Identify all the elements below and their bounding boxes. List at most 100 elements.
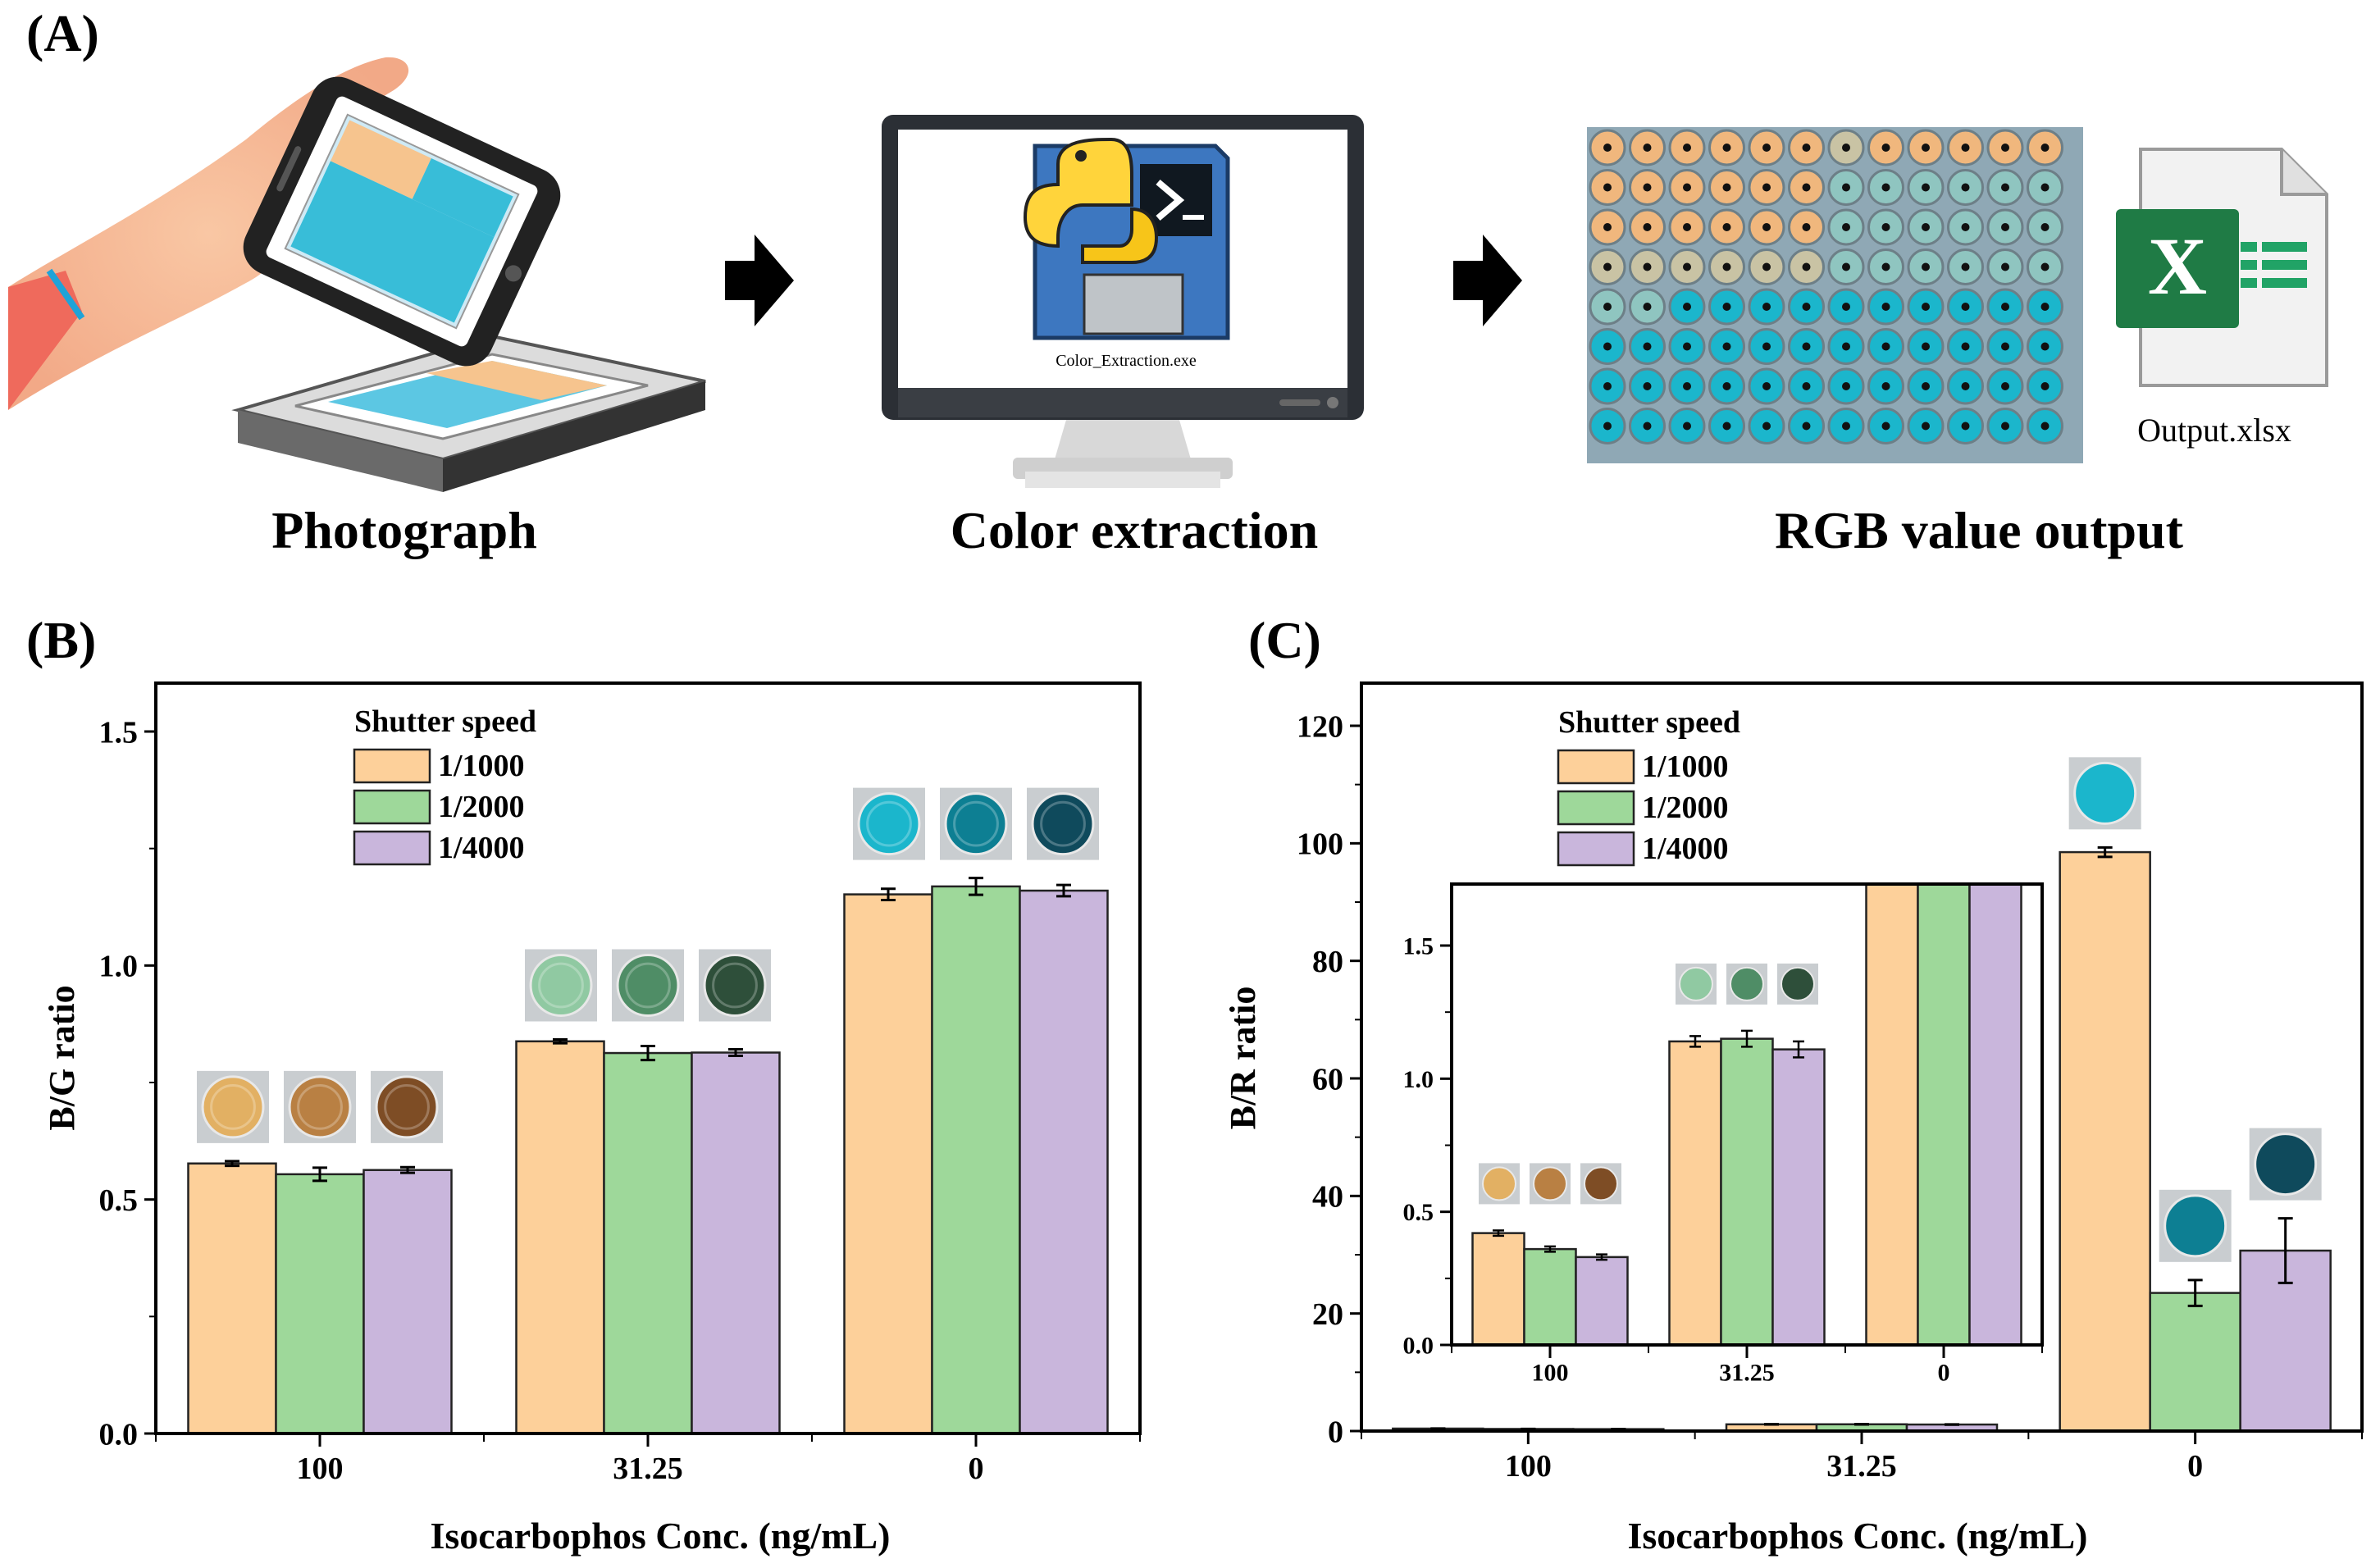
- chart-b-well-ring: [953, 800, 999, 847]
- plate-well-center: [1643, 303, 1652, 311]
- chart-b-well-color: [857, 792, 921, 856]
- chart-b-xtick-label: 100: [297, 1452, 344, 1486]
- chart-b-well-ring: [866, 800, 912, 847]
- panel-a: (A): [8, 4, 2328, 559]
- chart-c-legend-swatch: [1557, 831, 1635, 867]
- chart-c-legend-swatch: [1557, 790, 1635, 826]
- plate-well-center: [2040, 422, 2050, 431]
- chart-c-well-color: [2164, 1194, 2227, 1258]
- plate-well-center: [1881, 183, 1890, 192]
- chart-c-inset-bar: [1668, 1040, 1722, 1347]
- plate-well-center: [1643, 223, 1652, 231]
- plate-well-center: [1881, 223, 1890, 231]
- excel-file-icon: X Output.xlsx: [2116, 148, 2328, 449]
- plate-well-center: [1802, 422, 1811, 431]
- chart-c-legend-title: Shutter speed: [1558, 705, 1740, 740]
- plate-well-center: [1842, 183, 1850, 192]
- chart-c-inset-bar: [1917, 882, 1971, 1347]
- chart-c-well-color: [2254, 1133, 2318, 1197]
- chart-c-inset-ytick-label: 0.0: [1403, 1333, 1434, 1360]
- plate-well-center: [1722, 262, 1731, 271]
- plate-well-center: [2040, 183, 2050, 192]
- plate-well-center: [1842, 262, 1850, 271]
- chart-b-bar: [515, 1040, 605, 1435]
- chart-c-inset-well-color: [1482, 1166, 1516, 1201]
- plate-well-center: [1643, 422, 1652, 431]
- plate-well-center: [1722, 303, 1731, 311]
- chart-b-xlabel: Isocarbophos Conc. (ng/mL): [430, 1515, 890, 1557]
- chart-b-xtick-label: 31.25: [613, 1452, 683, 1486]
- plate-well-center: [1961, 262, 1970, 271]
- plate-well-center: [1881, 342, 1890, 351]
- chart-b-ylabel: B/G ratio: [42, 985, 82, 1130]
- chart-c-ytick-label: 120: [1297, 709, 1343, 744]
- chart-c-ylabel: B/R ratio: [1223, 987, 1263, 1130]
- chart-c-ytick-label: 60: [1312, 1062, 1343, 1096]
- chart-c-inset-well-color: [1781, 966, 1815, 1001]
- chart-b-well-color: [529, 954, 593, 1017]
- chart-b-legend-label: 1/1000: [438, 749, 525, 783]
- chart-b-bar: [603, 1051, 693, 1435]
- plate-well-center: [2001, 144, 2009, 152]
- well-plate-image-icon: [1587, 127, 2083, 463]
- arrow-right-icon: [725, 235, 794, 326]
- chart-b: 0.0 0.5 1.0 1.5 100 31.25 0 Shutter speed 1/1000…: [99, 681, 1142, 1486]
- chart-b-well-color: [201, 1075, 265, 1139]
- plate-well-center: [1842, 382, 1850, 390]
- plate-well-center: [1881, 303, 1890, 311]
- plate-well-center: [1722, 382, 1731, 390]
- plate-well-center: [1881, 382, 1890, 390]
- plate-well-center: [1961, 382, 1970, 390]
- plate-well-center: [1603, 223, 1612, 231]
- plate-well-center: [1961, 422, 1970, 431]
- chart-b-bar: [843, 893, 933, 1435]
- chart-b-well-color: [375, 1075, 439, 1139]
- chart-b-bar: [691, 1051, 781, 1435]
- chart-b-legend-swatch: [353, 748, 431, 784]
- chart-b-well-ring: [1040, 800, 1086, 847]
- chart-c-inset-well-color: [1584, 1166, 1618, 1201]
- chart-c-inset-well-color: [1679, 966, 1713, 1001]
- plate-well-center: [2001, 303, 2009, 311]
- plate-well-center: [1922, 183, 1930, 192]
- plate-well-center: [1881, 422, 1890, 431]
- plate-well-center: [1802, 183, 1811, 192]
- chart-c: 0 20 40 60 80 100 120 100 31.25 0 0.0 0.5 1.0 1.5 100 3…: [1297, 681, 2364, 1484]
- chart-b-legend-title: Shutter speed: [354, 704, 536, 739]
- plate-well-center: [1842, 342, 1850, 351]
- chart-b-well-color: [703, 954, 767, 1017]
- panel-a-label: (A): [26, 4, 99, 62]
- plate-well-center: [1603, 422, 1612, 431]
- chart-c-inset-bar: [1575, 1256, 1629, 1347]
- chart-c-inset-bar: [1471, 1232, 1525, 1347]
- chart-c-ytick-label: 0: [1328, 1415, 1343, 1449]
- plate-well-center: [1683, 223, 1691, 231]
- plate-well-center: [1842, 223, 1850, 231]
- plate-well-center: [1762, 342, 1771, 351]
- chart-c-inset: 0.0 0.5 1.0 1.5 100 31.25 0: [1403, 882, 2044, 1387]
- chart-c-ytick-label: 100: [1297, 827, 1343, 862]
- plate-well-center: [1762, 223, 1771, 231]
- chart-c-ytick-label: 40: [1312, 1180, 1343, 1215]
- chart-b-legend-label: 1/2000: [438, 790, 525, 824]
- chart-b-bar: [187, 1162, 277, 1435]
- chart-c-inset-ytick-label: 1.0: [1403, 1066, 1434, 1093]
- python-program-monitor-icon: Color_Extraction.exe: [882, 115, 1364, 488]
- chart-b-well-ring: [538, 962, 584, 1009]
- chart-b-legend-label: 1/4000: [438, 831, 525, 865]
- plate-well-center: [2001, 422, 2009, 431]
- plate-well-center: [1961, 342, 1970, 351]
- output-file-name: Output.xlsx: [2137, 412, 2291, 449]
- plate-well-center: [1961, 144, 1970, 152]
- chart-b-ytick-label: 1.0: [99, 950, 139, 984]
- chart-c-legend-label: 1/1000: [1642, 750, 1729, 784]
- chart-c-inset-bars: [1471, 882, 2022, 1347]
- plate-well-center: [1722, 144, 1731, 152]
- chart-b-ytick-label: 0.0: [99, 1417, 139, 1452]
- plate-well-center: [2040, 303, 2050, 311]
- plate-well-center: [1762, 303, 1771, 311]
- chart-b-well-ring: [297, 1083, 343, 1130]
- panel-c: (C) 0 20 40 60 80 100 120 100 31.25 0 0.0 0.5 1.0 1.5…: [1223, 611, 2364, 1557]
- plate-well-center: [1683, 183, 1691, 192]
